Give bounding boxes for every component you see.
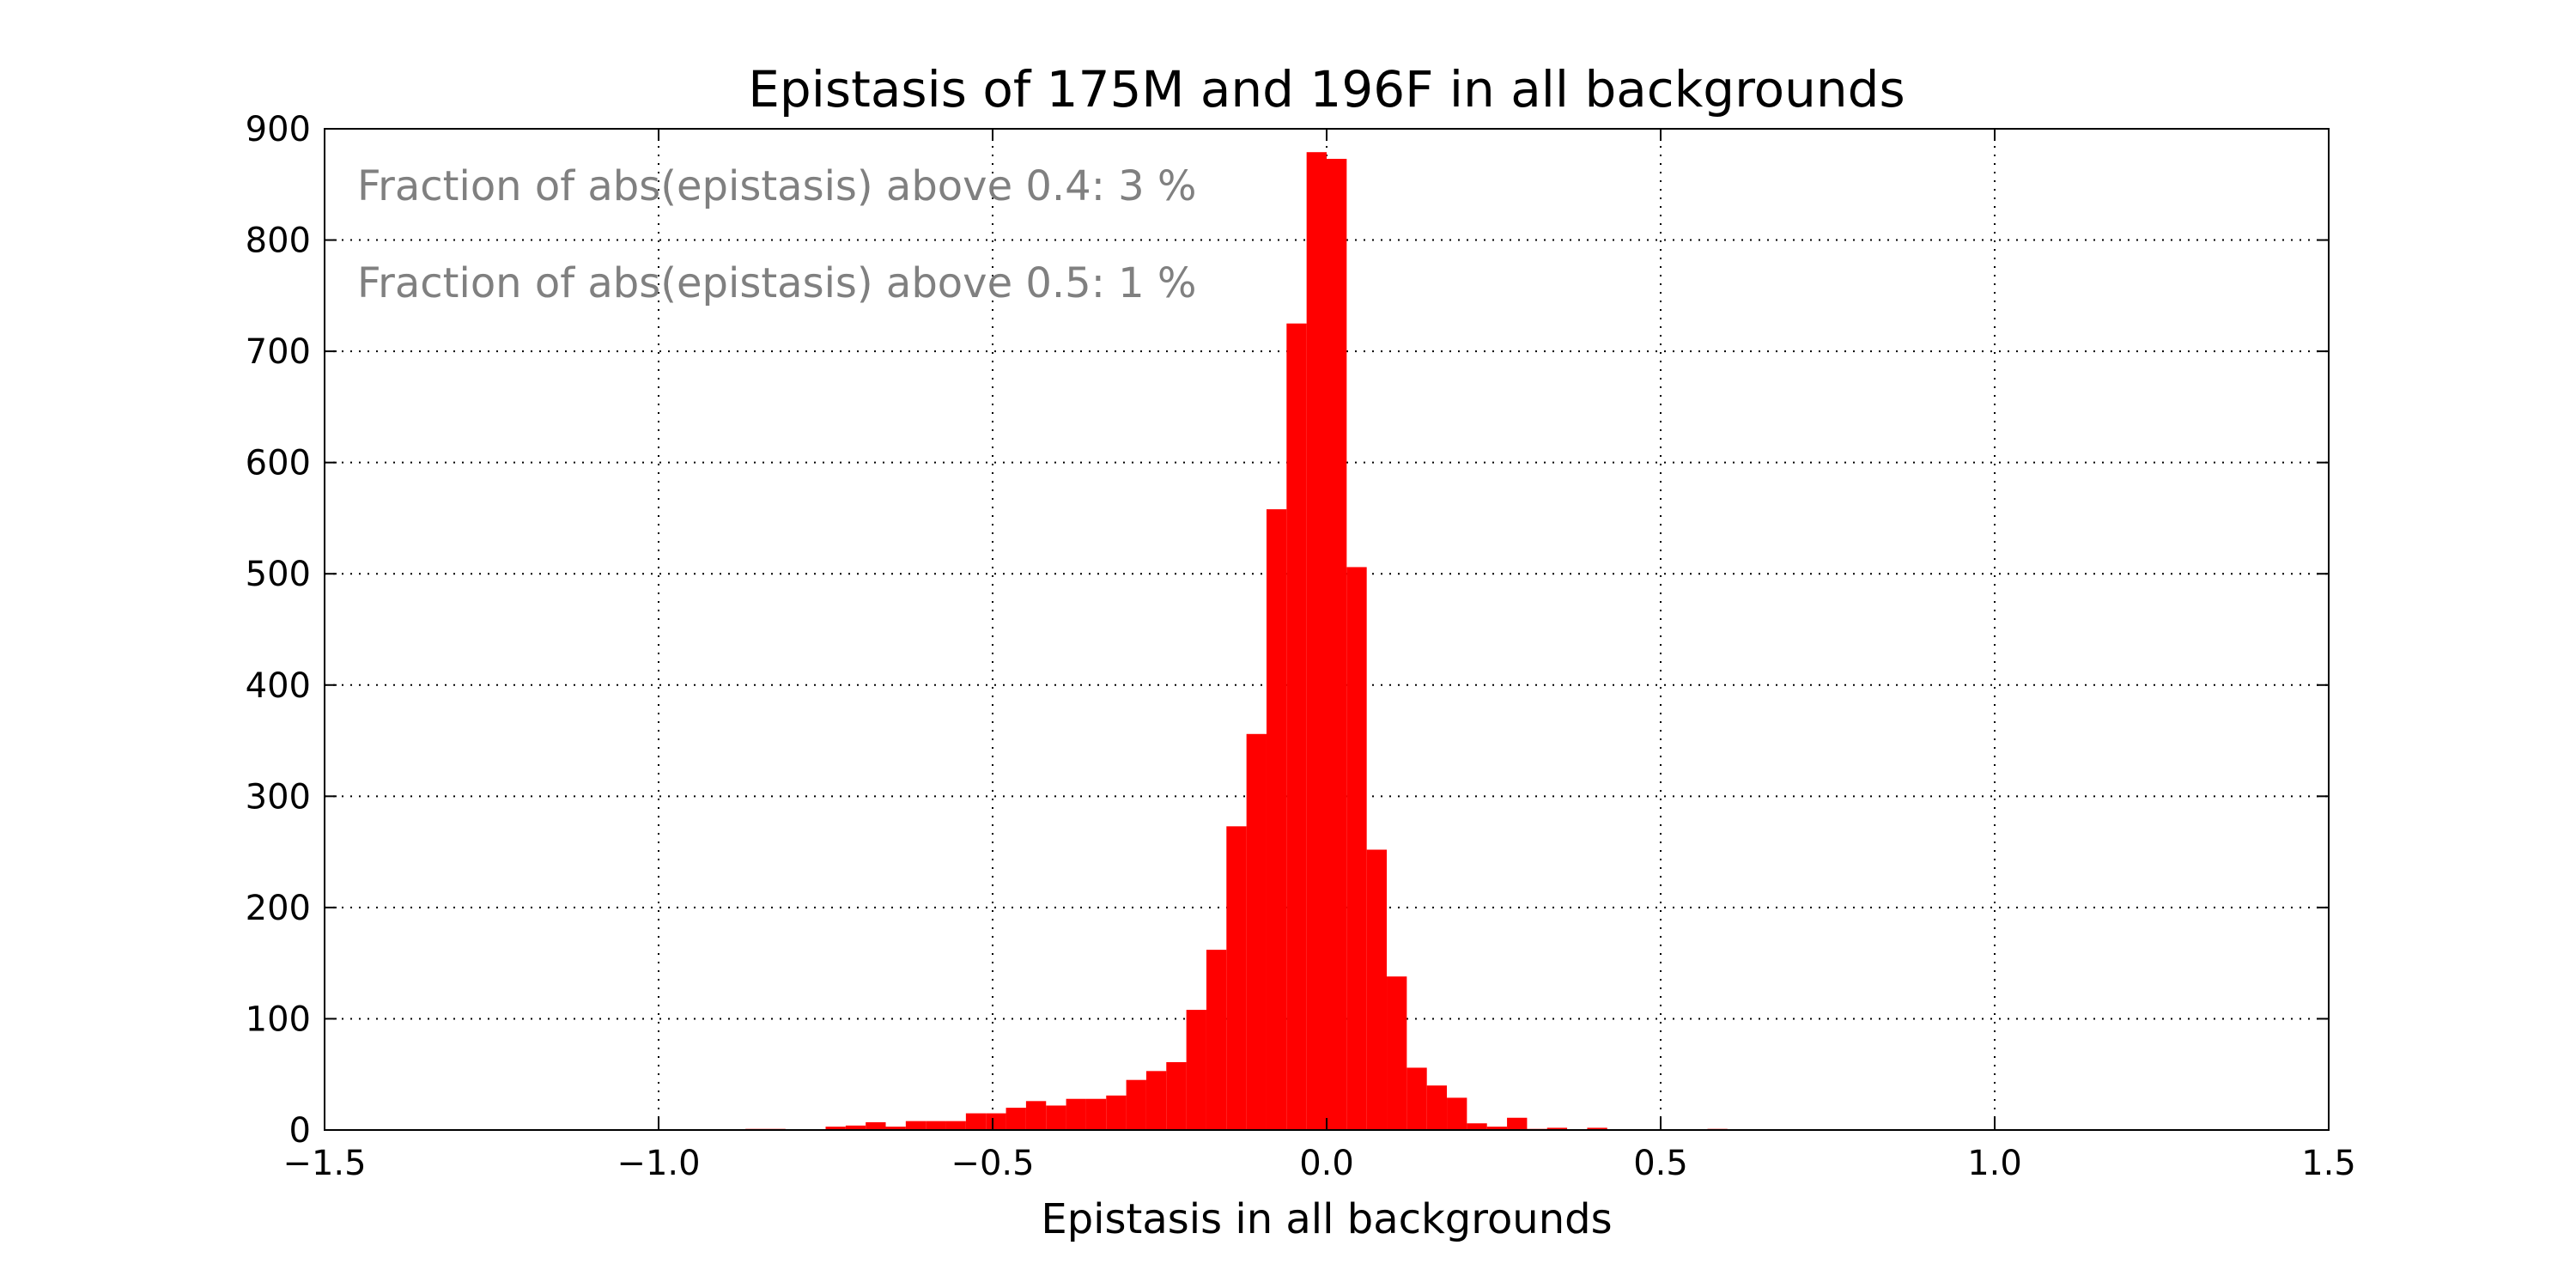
histogram-bar-29 <box>1366 849 1388 1130</box>
y-tick-label-1: 100 <box>246 999 311 1039</box>
histogram-bar-10 <box>986 1113 1006 1130</box>
y-tick-label-4: 400 <box>246 666 311 706</box>
histogram-bar-6 <box>905 1121 927 1130</box>
y-tick-label-7: 700 <box>246 332 311 372</box>
y-tick-labels: 0 100 200 300 400 500 600 700 800 900 <box>246 110 311 1151</box>
x-tick-labels: −1.5 −1.0 −0.5 0.0 0.5 1.0 1.5 <box>283 1144 2355 1183</box>
x-tick-label-5: 1.0 <box>1967 1144 2022 1183</box>
histogram-bar-28 <box>1346 567 1367 1130</box>
annotation-above-0-5: Fraction of abs(epistasis) above 0.5: 1 … <box>357 259 1197 307</box>
histogram-bar-25 <box>1286 323 1307 1130</box>
annotation-above-0-4: Fraction of abs(epistasis) above 0.4: 3 … <box>357 162 1197 210</box>
y-tick-label-3: 300 <box>246 777 311 817</box>
histogram-bar-7 <box>926 1121 946 1130</box>
histogram-bar-24 <box>1266 509 1287 1130</box>
x-tick-label-1: −1.0 <box>617 1144 700 1183</box>
histogram-bar-16 <box>1106 1095 1127 1130</box>
histogram-bar-13 <box>1046 1105 1066 1130</box>
histogram-bar-4 <box>866 1121 886 1130</box>
histogram-bar-15 <box>1085 1098 1107 1130</box>
y-tick-label-0: 0 <box>289 1111 311 1151</box>
histogram-bar-27 <box>1327 158 1347 1131</box>
histogram-bar-2 <box>825 1127 846 1130</box>
histogram-bar-35 <box>1486 1127 1508 1130</box>
histogram-bar-12 <box>1025 1101 1047 1130</box>
histogram-bar-3 <box>845 1125 866 1130</box>
x-tick-label-4: 0.5 <box>1633 1144 1688 1183</box>
histogram-bar-39 <box>1587 1127 1607 1130</box>
histogram-bar-11 <box>1005 1108 1026 1130</box>
histogram-bar-9 <box>965 1113 987 1130</box>
histogram-bar-19 <box>1166 1061 1187 1130</box>
histogram-bar-32 <box>1426 1085 1448 1130</box>
histogram-bar-34 <box>1467 1123 1487 1130</box>
x-tick-label-0: −1.5 <box>283 1144 366 1183</box>
histogram-bar-26 <box>1306 152 1327 1130</box>
x-tick-label-3: 0.0 <box>1299 1144 1354 1183</box>
histogram-bar-31 <box>1406 1067 1427 1130</box>
chart-title: Epistasis of 175M and 196F in all backgr… <box>748 60 1905 118</box>
histogram-bar-30 <box>1387 976 1407 1130</box>
histogram-bar-33 <box>1447 1097 1467 1130</box>
x-tick-label-2: −0.5 <box>951 1144 1034 1183</box>
histogram-bar-21 <box>1206 950 1227 1130</box>
x-tick-label-6: 1.5 <box>2301 1144 2356 1183</box>
y-tick-label-9: 900 <box>246 110 311 149</box>
y-tick-label-5: 500 <box>246 555 311 594</box>
histogram-bars <box>745 152 1728 1131</box>
histogram-bar-17 <box>1126 1079 1146 1130</box>
histogram-bar-36 <box>1507 1117 1528 1130</box>
y-tick-label-2: 200 <box>246 889 311 928</box>
histogram-bar-20 <box>1186 1010 1206 1130</box>
histogram-bar-18 <box>1145 1071 1167 1130</box>
x-axis-label: Epistasis in all backgrounds <box>1041 1195 1612 1243</box>
histogram-bar-5 <box>885 1127 906 1130</box>
histogram-bar-38 <box>1546 1127 1568 1130</box>
y-tick-label-8: 800 <box>246 222 311 261</box>
histogram-bar-14 <box>1066 1098 1086 1130</box>
axis-ticks <box>324 128 2330 1131</box>
histogram-bar-22 <box>1226 826 1247 1130</box>
histogram-bar-23 <box>1246 733 1267 1130</box>
histogram-bar-8 <box>945 1121 966 1130</box>
y-tick-label-6: 600 <box>246 444 311 483</box>
